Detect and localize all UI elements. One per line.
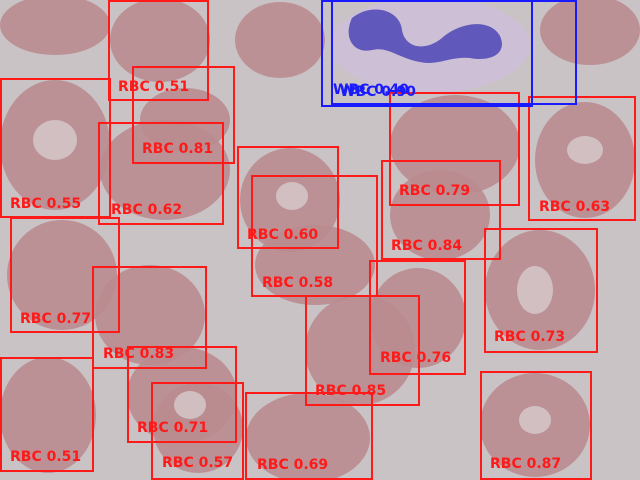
rbc-pallor xyxy=(519,406,551,434)
rbc-cell xyxy=(95,265,205,365)
rbc-detection-label: RBC 0.69 xyxy=(257,457,329,473)
rbc-cell xyxy=(390,170,490,260)
rbc-cell xyxy=(390,95,520,195)
rbc-detection-box xyxy=(381,160,501,260)
rbc-detection-label: RBC 0.60 xyxy=(247,227,319,243)
rbc-cell xyxy=(235,2,325,78)
rbc-detection-box xyxy=(480,371,592,480)
wbc-detection-label: WBC 0.40 xyxy=(333,82,409,98)
rbc-detection-box xyxy=(132,66,235,164)
rbc-detection-box xyxy=(245,392,373,480)
rbc-cell xyxy=(110,0,210,82)
rbc-pallor xyxy=(174,391,206,419)
wbc-nucleus xyxy=(348,9,502,63)
rbc-detection-label: RBC 0.81 xyxy=(142,141,214,157)
rbc-detection-label: RBC 0.76 xyxy=(380,350,452,366)
rbc-detection-box xyxy=(127,346,237,443)
rbc-detection-label: RBC 0.51 xyxy=(10,449,82,465)
rbc-detection-box xyxy=(484,228,598,353)
rbc-pallor xyxy=(276,182,308,210)
rbc-detection-box xyxy=(389,92,520,206)
rbc-detection-label: RBC 0.85 xyxy=(315,383,387,399)
rbc-cell xyxy=(246,393,370,480)
rbc-cell xyxy=(540,0,640,65)
rbc-pallor xyxy=(517,266,553,314)
wbc-detection-label: WBC 0.90 xyxy=(340,84,416,100)
rbc-detection-box xyxy=(237,146,339,249)
rbc-cell xyxy=(255,225,375,305)
rbc-detection-label: RBC 0.58 xyxy=(262,275,334,291)
rbc-detection-box xyxy=(0,357,94,472)
rbc-detection-box xyxy=(151,382,244,480)
rbc-detection-label: RBC 0.71 xyxy=(137,420,209,436)
rbc-detection-label: RBC 0.79 xyxy=(399,183,471,199)
rbc-detection-box xyxy=(98,122,224,225)
rbc-cell xyxy=(0,0,110,55)
rbc-detection-box xyxy=(528,96,636,221)
rbc-detection-label: RBC 0.51 xyxy=(118,79,190,95)
rbc-cell xyxy=(0,357,96,473)
rbc-detection-box xyxy=(92,266,207,369)
rbc-detection-label: RBC 0.83 xyxy=(103,346,175,362)
rbc-detection-label: RBC 0.62 xyxy=(111,202,183,218)
rbc-detection-box xyxy=(108,0,209,101)
rbc-detection-label: RBC 0.87 xyxy=(490,456,562,472)
rbc-detection-label: RBC 0.84 xyxy=(391,238,463,254)
rbc-cell xyxy=(140,88,230,152)
rbc-detection-label: RBC 0.57 xyxy=(162,455,234,471)
wbc-detection-box xyxy=(331,0,577,105)
rbc-detection-box xyxy=(10,217,120,333)
rbc-detection-box xyxy=(305,295,420,406)
rbc-pallor xyxy=(33,120,77,160)
rbc-detection-box xyxy=(369,260,466,375)
rbc-cell xyxy=(7,220,117,330)
rbc-detection-label: RBC 0.55 xyxy=(10,196,82,212)
rbc-detection-label: RBC 0.63 xyxy=(539,199,611,215)
rbc-detection-label: RBC 0.73 xyxy=(494,329,566,345)
rbc-detection-label: RBC 0.77 xyxy=(20,311,92,327)
rbc-pallor xyxy=(567,136,603,164)
